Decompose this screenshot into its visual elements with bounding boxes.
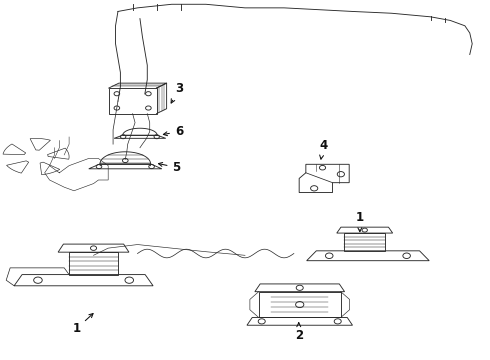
Text: 5: 5 [158,161,181,174]
Text: 1: 1 [73,314,93,335]
Text: 3: 3 [171,82,183,103]
Text: 1: 1 [356,211,364,231]
Text: 6: 6 [163,125,183,138]
Text: 4: 4 [319,139,327,159]
Text: 2: 2 [294,323,303,342]
